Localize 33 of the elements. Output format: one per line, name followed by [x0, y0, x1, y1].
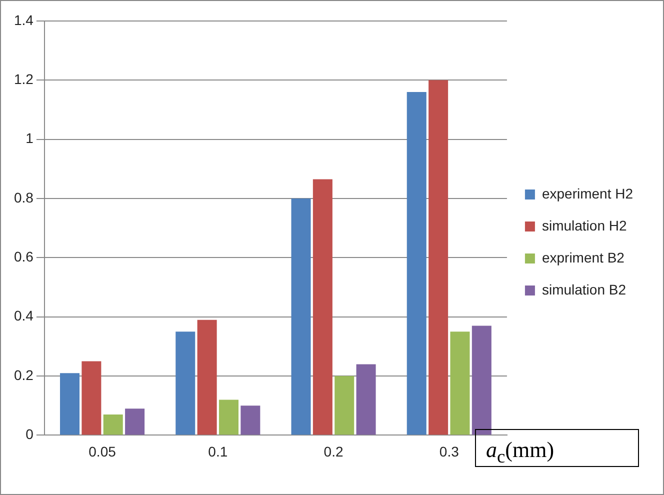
- bar: [356, 364, 376, 435]
- x-tick-label: 0.2: [324, 443, 344, 460]
- bar: [312, 179, 332, 435]
- x-tick-label: 0.05: [88, 443, 116, 460]
- bar: [218, 400, 238, 435]
- bar: [240, 406, 260, 435]
- y-tick-label: 1: [26, 130, 34, 146]
- y-tick-label: 0.2: [14, 366, 34, 383]
- y-tick-label: 1.4: [14, 12, 34, 28]
- bar: [103, 414, 123, 435]
- legend-label: simulation B2: [542, 281, 626, 298]
- x-axis-title: a$_{c}$(mm): [475, 429, 639, 467]
- bar: [406, 92, 426, 435]
- bar: [125, 408, 145, 435]
- bar: [176, 332, 196, 435]
- legend-label: simulation H2: [542, 217, 627, 234]
- legend-label: expriment B2: [542, 249, 625, 266]
- bar: [60, 373, 80, 435]
- y-tick-label: 0: [26, 426, 34, 442]
- bar: [334, 376, 354, 435]
- bar: [428, 80, 448, 435]
- legend-label: experiment H2: [542, 185, 634, 202]
- x-tick-label: 0.1: [208, 443, 228, 460]
- y-tick-label: 0.4: [14, 308, 34, 324]
- x-tick-label: 0.3: [439, 443, 460, 460]
- bar: [291, 198, 311, 435]
- bar: [197, 320, 217, 435]
- y-tick-label: 0.8: [14, 189, 34, 206]
- y-tick-label: 1.2: [14, 71, 34, 88]
- bar: [82, 361, 102, 435]
- bar: [472, 326, 492, 435]
- bar: [450, 332, 470, 435]
- y-tick-label: 0.6: [14, 248, 34, 265]
